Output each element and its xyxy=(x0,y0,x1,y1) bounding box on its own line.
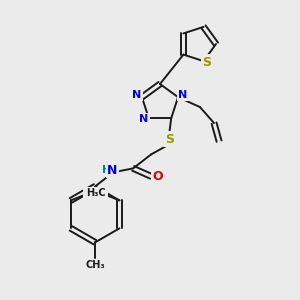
Text: H₃C: H₃C xyxy=(87,188,106,198)
Text: CH₃: CH₃ xyxy=(84,188,104,198)
Text: H: H xyxy=(101,165,111,176)
Text: N: N xyxy=(132,90,142,100)
Text: S: S xyxy=(165,133,174,146)
Text: CH₃: CH₃ xyxy=(85,260,105,270)
Text: N: N xyxy=(107,164,117,177)
Text: N: N xyxy=(139,114,148,124)
Text: O: O xyxy=(153,170,164,183)
Text: N: N xyxy=(178,90,188,100)
Text: S: S xyxy=(202,56,211,69)
